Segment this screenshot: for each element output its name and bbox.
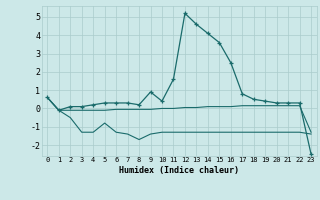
X-axis label: Humidex (Indice chaleur): Humidex (Indice chaleur) xyxy=(119,166,239,175)
